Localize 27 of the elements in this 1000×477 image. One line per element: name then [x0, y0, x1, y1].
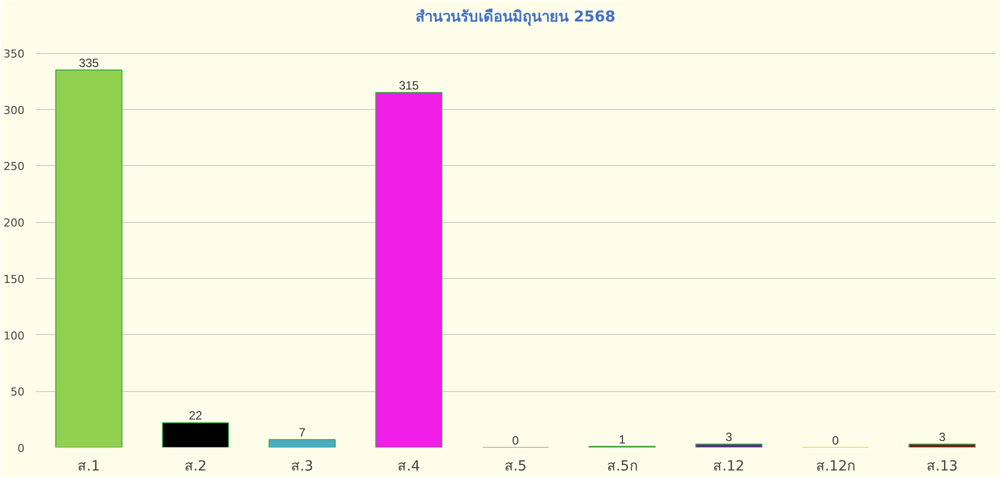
data-label: 1: [618, 432, 626, 446]
data-label: 335: [78, 56, 100, 70]
data-label: 7: [298, 426, 306, 440]
data-label: 3: [938, 430, 946, 444]
y-tick-label: 300: [4, 104, 25, 117]
y-tick-label: 50: [10, 386, 25, 399]
y-tick-label: 100: [4, 329, 25, 342]
x-tick-label: ส.2: [184, 458, 207, 474]
x-tick-label: ส.5: [504, 458, 527, 474]
x-tick-label: ส.1: [78, 458, 100, 474]
y-tick-label: 0: [18, 442, 24, 455]
x-tick-label: ส.12: [713, 458, 744, 474]
y-tick-label: 150: [4, 272, 25, 286]
data-label: 0: [512, 434, 520, 448]
data-label: 3: [725, 430, 732, 444]
y-tick-label: 200: [4, 216, 25, 230]
y-tick-label: 250: [4, 160, 25, 174]
data-label: 22: [188, 408, 202, 423]
y-tick-label: 350: [4, 48, 25, 61]
x-tick-label: ส.3: [290, 458, 314, 474]
data-label: 0: [832, 434, 840, 448]
x-tick-label: ส.13: [926, 458, 958, 474]
x-tick-label: ส.5ก: [606, 458, 638, 474]
x-tick-label: ส.4: [398, 458, 420, 474]
chart-title: สำนวนรับเดือนมิถุนายน 2568: [416, 8, 616, 26]
data-label: 315: [398, 78, 420, 92]
x-tick-label: ส.12ก: [816, 458, 856, 474]
